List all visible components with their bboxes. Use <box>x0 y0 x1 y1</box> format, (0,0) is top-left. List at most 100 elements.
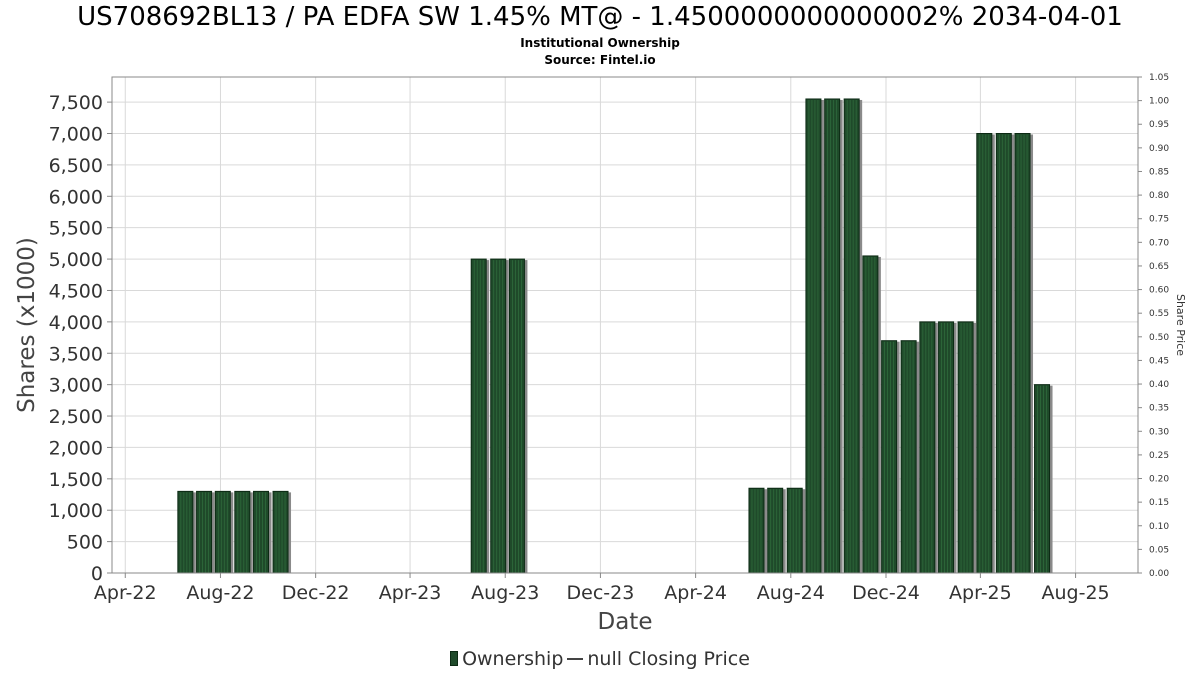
ownership-bar <box>881 340 900 574</box>
bar-body <box>508 258 525 574</box>
chart-source: Source: Fintel.io <box>544 53 656 67</box>
bar-body <box>272 490 289 574</box>
bar-body <box>805 98 822 574</box>
ownership-bar <box>234 490 253 574</box>
y-tick-label: 5,500 <box>49 218 103 240</box>
y-tick-label: 3,500 <box>49 343 103 365</box>
x-tick-label: Apr-24 <box>664 582 727 604</box>
y-tick-label: 500 <box>67 532 103 554</box>
y2-tick-label: 0.50 <box>1149 333 1169 343</box>
bar-body <box>919 321 936 574</box>
bar-body <box>234 490 251 574</box>
ownership-bar <box>976 133 995 574</box>
bar-body <box>900 340 917 574</box>
y2-tick-label: 0.10 <box>1149 522 1169 532</box>
bar-body <box>470 258 487 574</box>
x-axis-label: Date <box>598 609 653 635</box>
bar-body <box>490 258 507 574</box>
y2-axis-label: Share Price <box>1174 294 1187 356</box>
ownership-bar <box>957 321 977 574</box>
ownership-bar <box>470 258 490 574</box>
bar-body <box>976 133 993 574</box>
y-tick-label: 0 <box>91 563 103 585</box>
y-axis-ticks: 0 500 1,000 1,500 2,000 2,500 3,000 3,500 4,000 4… <box>49 92 112 585</box>
bar-body <box>957 321 974 574</box>
y2-tick-label: 0.75 <box>1149 215 1169 225</box>
chart-title: US708692BL13 / PA EDFA SW 1.45% MT@ - 1.… <box>77 2 1123 32</box>
ownership-legend-label: Ownership <box>462 648 564 670</box>
ownership-legend-swatch <box>450 651 459 666</box>
ownership-bar <box>995 133 1015 574</box>
y2-tick-label: 0.70 <box>1149 238 1169 248</box>
y2-tick-label: 0.85 <box>1149 167 1169 177</box>
bar-body <box>881 340 898 574</box>
x-tick-label: Dec-23 <box>567 582 635 604</box>
bar-body <box>1034 384 1051 574</box>
y-tick-label: 6,500 <box>49 155 103 177</box>
ownership-bar <box>824 98 843 574</box>
y2-axis-ticks: 0.00 0.05 0.10 0.15 0.20 0.25 0.30 0.35 0.40 0.45… <box>1138 73 1169 579</box>
y-tick-label: 6,000 <box>49 186 103 208</box>
y2-tick-label: 0.05 <box>1149 545 1169 555</box>
ownership-bar <box>919 321 938 574</box>
ownership-bar <box>862 255 881 574</box>
x-tick-label: Apr-25 <box>949 582 1012 604</box>
y2-tick-label: 0.55 <box>1149 309 1169 319</box>
bar-body <box>1014 133 1031 574</box>
ownership-bar <box>748 487 767 574</box>
y2-tick-label: 0.00 <box>1149 569 1169 579</box>
ownership-bar <box>196 490 215 574</box>
ownership-bar <box>805 98 824 574</box>
bar-body <box>786 487 803 574</box>
ownership-bar <box>272 490 292 574</box>
ownership-bar <box>508 258 528 574</box>
ownership-bar <box>767 487 786 574</box>
bar-body <box>748 487 765 574</box>
x-tick-label: Aug-23 <box>471 582 539 604</box>
ownership-bar <box>786 487 806 574</box>
y2-tick-label: 0.45 <box>1149 356 1169 366</box>
ownership-bar <box>177 490 196 574</box>
bar-body <box>862 255 879 574</box>
ownership-bar <box>253 490 272 574</box>
y-tick-label: 2,000 <box>49 437 103 459</box>
y2-tick-label: 0.60 <box>1149 286 1169 296</box>
y2-tick-label: 0.40 <box>1149 380 1169 390</box>
x-tick-label: Apr-23 <box>379 582 442 604</box>
price-legend-swatch <box>567 658 584 660</box>
y-tick-label: 3,000 <box>49 375 103 397</box>
ownership-bar <box>900 340 920 574</box>
x-tick-label: Aug-25 <box>1042 582 1110 604</box>
ownership-bar <box>490 258 509 574</box>
y2-tick-label: 0.80 <box>1149 191 1169 201</box>
bar-body <box>995 133 1012 574</box>
bar-body <box>767 487 784 574</box>
ownership-bar <box>843 98 863 574</box>
x-tick-label: Dec-22 <box>282 582 350 604</box>
x-tick-label: Dec-24 <box>852 582 920 604</box>
x-axis-ticks: Apr-22 Aug-22 Dec-22 Apr-23 Aug-23 Dec-23 Apr-… <box>94 573 1110 604</box>
y2-tick-label: 1.00 <box>1149 97 1169 107</box>
y-tick-label: 7,500 <box>49 92 103 114</box>
bar-body <box>938 321 955 574</box>
chart-subtitle: Institutional Ownership <box>520 36 680 50</box>
y-tick-label: 2,500 <box>49 406 103 428</box>
y2-tick-label: 0.35 <box>1149 404 1169 414</box>
y-tick-label: 5,000 <box>49 249 103 271</box>
y2-tick-label: 0.90 <box>1149 144 1169 154</box>
y-axis-label: Shares (x1000) <box>14 237 40 413</box>
legend: Ownership null Closing Price <box>0 648 1200 670</box>
ownership-bar <box>1014 133 1034 574</box>
x-tick-label: Aug-24 <box>757 582 825 604</box>
y-tick-label: 4,000 <box>49 312 103 334</box>
bar-body <box>824 98 841 574</box>
ownership-bar <box>938 321 957 574</box>
bar-body <box>253 490 270 574</box>
y2-tick-label: 0.25 <box>1149 451 1169 461</box>
bar-body <box>177 490 194 574</box>
bar-body <box>843 98 860 574</box>
y-tick-label: 1,500 <box>49 469 103 491</box>
y-tick-label: 7,000 <box>49 124 103 146</box>
y-tick-label: 4,500 <box>49 280 103 302</box>
